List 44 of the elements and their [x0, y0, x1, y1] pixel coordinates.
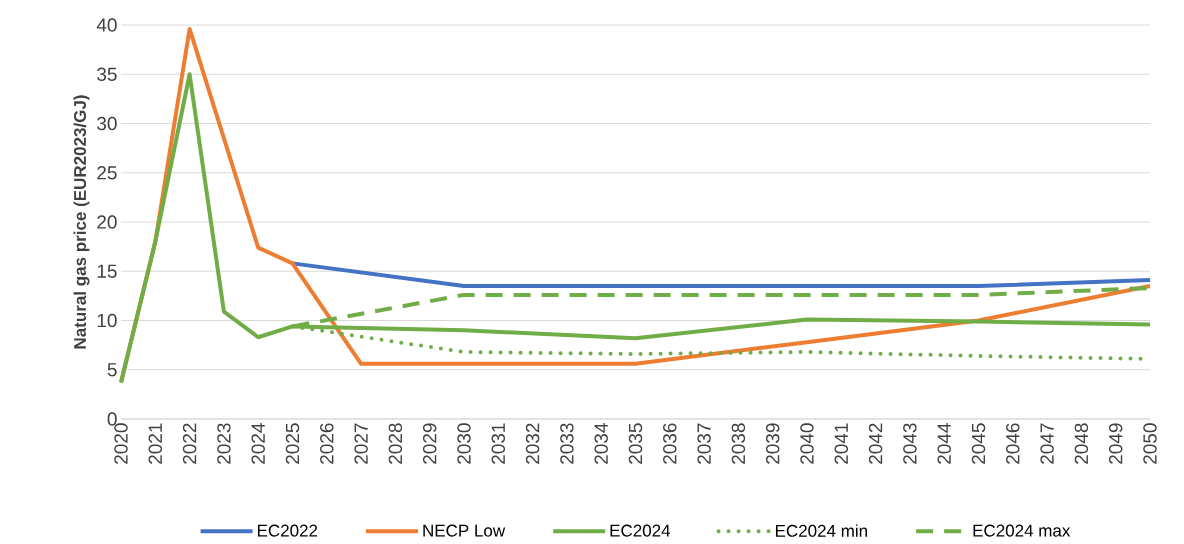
x-tick-label: 2043	[903, 423, 917, 464]
x-tick-label: 2038	[731, 423, 746, 464]
x-tick-label: 2034	[594, 423, 608, 464]
x-tick-label: 2042	[868, 423, 883, 464]
x-tick-label: 2046	[1006, 423, 1020, 464]
y-tick-label: 15	[97, 264, 117, 278]
legend-label: EC2024 min	[775, 524, 867, 537]
y-tick-label: 40	[96, 18, 117, 32]
x-tick-label: 2036	[663, 423, 677, 464]
y-tick-label: 35	[97, 67, 117, 81]
x-tick-label: 2029	[422, 423, 437, 464]
x-tick-label: 2035	[628, 423, 643, 464]
y-tick-label: 5	[107, 363, 117, 377]
x-tick-label: 2026	[320, 423, 334, 464]
legend-label: EC2022	[257, 524, 318, 537]
x-tick-label: 2025	[285, 423, 300, 464]
y-axis-title: Natural gas price (EUR2023/GJ)	[73, 95, 90, 349]
legend-label: EC2024	[610, 524, 671, 537]
y-tick-label: 25	[97, 166, 117, 180]
x-tick-label: 2033	[560, 423, 574, 464]
y-tick-label: 30	[97, 116, 117, 131]
x-tick-label: 2048	[1074, 423, 1089, 464]
y-tick-label: 10	[97, 313, 117, 328]
x-tick-label: 2024	[251, 423, 265, 464]
x-tick-label: 2030	[457, 423, 471, 464]
x-tick-label: 2023	[217, 423, 231, 464]
x-tick-label: 2027	[354, 423, 368, 464]
x-tick-label: 2049	[1108, 423, 1123, 464]
x-tick-label: 2031	[491, 423, 506, 464]
x-tick-label: 2047	[1040, 423, 1054, 464]
legend-label: EC2024 max	[973, 524, 1071, 537]
y-tick-label: 20	[97, 215, 117, 229]
x-tick-label: 2037	[697, 423, 711, 464]
legend-label: NECP Low	[423, 524, 506, 537]
x-tick-label: 2045	[971, 423, 986, 464]
x-tick-label: 2044	[937, 423, 951, 464]
x-tick-label: 2022	[182, 423, 197, 464]
x-tick-label: 2040	[800, 423, 814, 464]
x-tick-label: 2039	[765, 423, 780, 464]
x-tick-label: 2050	[1143, 423, 1157, 464]
x-tick-label: 2021	[148, 423, 163, 464]
x-tick-label: 2041	[834, 423, 849, 464]
x-tick-label: 2028	[388, 423, 403, 464]
x-tick-label: 2032	[525, 423, 540, 464]
